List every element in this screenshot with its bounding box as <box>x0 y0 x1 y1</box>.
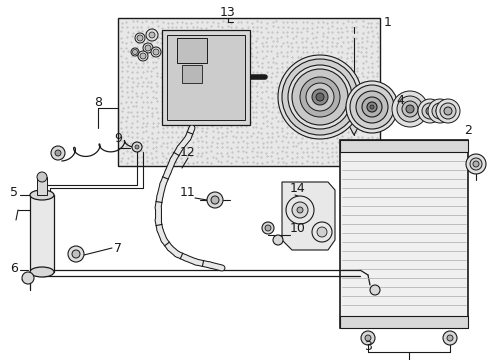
Text: 5: 5 <box>10 185 18 198</box>
Text: 8: 8 <box>94 95 102 108</box>
Bar <box>339 316 467 328</box>
Circle shape <box>132 142 142 152</box>
Circle shape <box>469 158 481 170</box>
Circle shape <box>361 97 381 117</box>
Circle shape <box>285 196 313 224</box>
Ellipse shape <box>30 190 54 200</box>
Circle shape <box>417 99 441 123</box>
Circle shape <box>355 91 387 123</box>
Circle shape <box>427 99 451 123</box>
Circle shape <box>465 154 485 174</box>
Circle shape <box>369 285 379 295</box>
Circle shape <box>442 331 456 345</box>
Circle shape <box>311 222 331 242</box>
Bar <box>339 140 467 328</box>
Text: 4: 4 <box>395 94 403 107</box>
Circle shape <box>431 103 447 119</box>
Circle shape <box>405 105 413 113</box>
Bar <box>118 18 379 166</box>
Circle shape <box>262 222 273 234</box>
Bar <box>177 38 206 63</box>
Circle shape <box>272 235 283 245</box>
Text: 10: 10 <box>289 221 305 234</box>
Circle shape <box>299 77 339 117</box>
Circle shape <box>315 93 324 101</box>
Circle shape <box>435 107 443 115</box>
Text: 12: 12 <box>180 145 196 158</box>
Text: 11: 11 <box>180 185 196 198</box>
Circle shape <box>278 55 361 139</box>
Circle shape <box>51 146 65 160</box>
Circle shape <box>291 202 307 218</box>
Circle shape <box>364 335 370 341</box>
Circle shape <box>132 50 137 54</box>
Circle shape <box>140 53 146 59</box>
Circle shape <box>282 59 357 135</box>
Circle shape <box>287 65 351 129</box>
Circle shape <box>396 96 422 122</box>
Circle shape <box>135 145 139 149</box>
Circle shape <box>138 51 148 61</box>
Circle shape <box>446 335 452 341</box>
Circle shape <box>305 83 333 111</box>
Text: 3: 3 <box>364 339 371 352</box>
Ellipse shape <box>30 267 54 277</box>
Text: 13: 13 <box>220 5 235 18</box>
Bar <box>37 177 47 195</box>
Bar <box>30 195 54 272</box>
Circle shape <box>443 107 451 115</box>
Text: 2: 2 <box>463 123 471 136</box>
Circle shape <box>145 45 151 51</box>
Circle shape <box>210 196 219 204</box>
Circle shape <box>153 49 159 55</box>
Circle shape <box>472 161 478 167</box>
Circle shape <box>131 48 139 56</box>
Circle shape <box>435 99 459 123</box>
Bar <box>167 35 244 120</box>
Circle shape <box>425 107 433 115</box>
Circle shape <box>401 101 417 117</box>
Circle shape <box>146 29 158 41</box>
Text: 6: 6 <box>10 261 18 275</box>
Text: 9: 9 <box>114 131 122 144</box>
Circle shape <box>37 172 47 182</box>
Circle shape <box>151 47 161 57</box>
Text: 1: 1 <box>383 15 391 28</box>
Circle shape <box>72 250 80 258</box>
Circle shape <box>346 81 397 133</box>
Circle shape <box>135 33 145 43</box>
Polygon shape <box>346 120 361 135</box>
Text: 14: 14 <box>289 181 305 194</box>
Circle shape <box>439 103 455 119</box>
Circle shape <box>316 227 326 237</box>
Circle shape <box>360 331 374 345</box>
Circle shape <box>142 43 153 53</box>
Circle shape <box>421 103 437 119</box>
Circle shape <box>291 69 347 125</box>
Circle shape <box>22 272 34 284</box>
Circle shape <box>149 32 155 38</box>
Bar <box>182 65 202 83</box>
Circle shape <box>366 102 376 112</box>
Circle shape <box>369 105 373 109</box>
Circle shape <box>264 225 270 231</box>
Circle shape <box>68 246 84 262</box>
Circle shape <box>55 150 61 156</box>
Circle shape <box>311 89 327 105</box>
Circle shape <box>206 192 223 208</box>
Bar <box>162 30 249 125</box>
Circle shape <box>391 91 427 127</box>
Bar <box>339 140 467 152</box>
Polygon shape <box>282 182 334 250</box>
Circle shape <box>296 207 303 213</box>
Circle shape <box>137 35 142 41</box>
Text: 7: 7 <box>114 242 122 255</box>
Circle shape <box>349 85 393 129</box>
